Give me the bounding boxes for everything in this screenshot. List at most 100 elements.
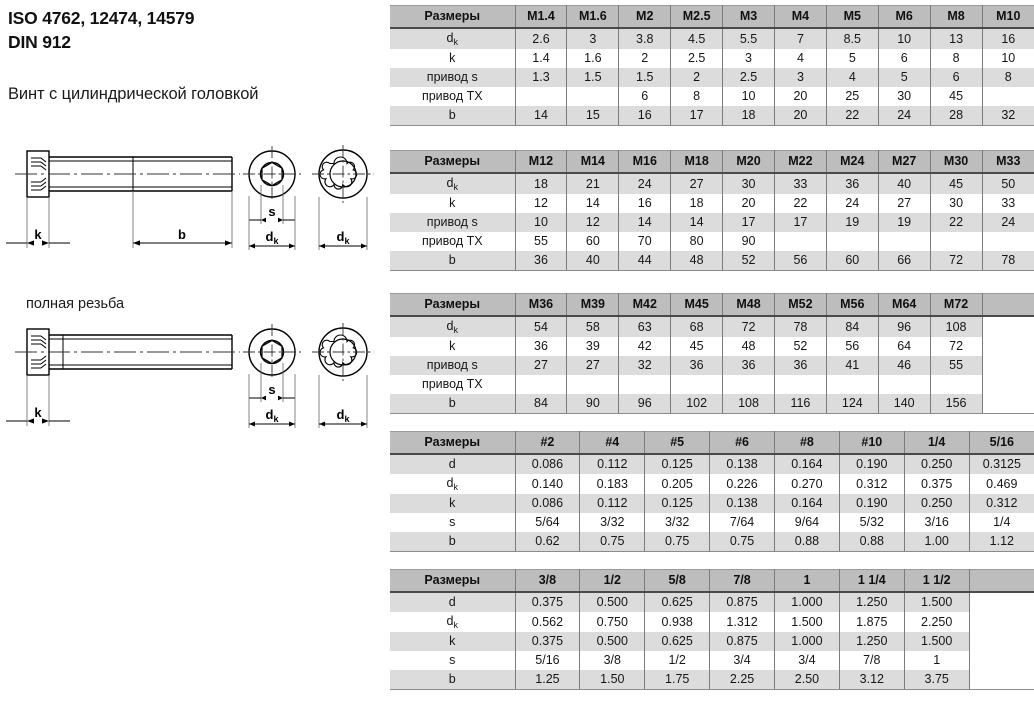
- column-header-m72: M72: [929, 293, 983, 317]
- table-row: b 84 90 96 102 108 116 124 140 156: [390, 394, 1034, 414]
- table-cell: 0.375: [514, 632, 581, 651]
- table-cell: 1.000: [774, 632, 840, 651]
- table-cell: [566, 375, 620, 394]
- table-cell: 2.250: [903, 612, 970, 632]
- table-row: b 1.25 1.50 1.75 2.25 2.50 3.12 3.75: [390, 670, 1034, 690]
- row-label: k: [390, 49, 516, 68]
- table-row: привод TX: [390, 375, 1034, 394]
- column-header--10: #10: [838, 431, 905, 455]
- row-label: привод s: [390, 68, 516, 87]
- row-label: dk: [390, 316, 516, 337]
- table-cell: 3: [566, 28, 620, 49]
- table-cell: [877, 232, 931, 251]
- table-cell: 0.140: [514, 474, 581, 494]
- table-cell: 36: [514, 251, 568, 271]
- column-header-m18: M18: [670, 150, 724, 174]
- table-cell: [773, 232, 827, 251]
- table-cell: 17: [773, 213, 827, 232]
- table-cell: 10: [514, 213, 568, 232]
- table-cell: 1.500: [903, 632, 970, 651]
- table-cell: 27: [670, 173, 724, 194]
- table-cell: 6: [929, 68, 983, 87]
- table-cell: [929, 375, 983, 394]
- table-cell: 45: [929, 173, 983, 194]
- column-header-m64: M64: [877, 293, 931, 317]
- column-header-m8: M8: [929, 5, 983, 29]
- table-cell: 84: [825, 316, 879, 337]
- table-header-row: Размеры 3/8 1/2 5/8 7/8 1 1 1/4 1 1/2: [390, 569, 1034, 593]
- table-cell: 0.138: [709, 494, 775, 513]
- table-cell: 0.375: [903, 474, 970, 494]
- column-header-m45: M45: [670, 293, 724, 317]
- table-row: s 5/16 3/8 1/2 3/4 3/4 7/8 1: [390, 651, 1034, 670]
- table-cell: 4: [825, 68, 879, 87]
- table-cell-blank: [982, 316, 1034, 337]
- row-label: dk: [390, 474, 516, 494]
- table-cell: 60: [566, 232, 620, 251]
- table-cell: 19: [877, 213, 931, 232]
- table-cell: 90: [566, 394, 620, 414]
- table-cell: 4: [773, 49, 827, 68]
- table-cell: 5: [825, 49, 879, 68]
- table-cell-blank: [969, 612, 1034, 632]
- table-cell: 36: [825, 173, 879, 194]
- dim-label-s: s: [268, 204, 275, 219]
- table-cell: 17: [670, 106, 724, 126]
- table-cell: 90: [722, 232, 775, 251]
- table-cell: 72: [722, 316, 775, 337]
- table-cell: 8: [929, 49, 983, 68]
- table-cell: 78: [981, 251, 1034, 271]
- row-label: dk: [390, 28, 516, 49]
- column-header-m24: M24: [825, 150, 879, 174]
- row-label: s: [390, 513, 516, 532]
- table-row: d 0.086 0.112 0.125 0.138 0.164 0.190 0.250 0.31…: [390, 454, 1034, 474]
- table-cell: 3: [773, 68, 827, 87]
- table-cell: 124: [825, 394, 879, 414]
- table-cell: 36: [670, 356, 724, 375]
- table-cell: [825, 232, 879, 251]
- table-cell: 63: [618, 316, 672, 337]
- table-cell: 0.164: [774, 494, 840, 513]
- table-cell-blank: [982, 356, 1034, 375]
- column-header-m22: M22: [773, 150, 827, 174]
- table-row: k 12 14 16 18 20 22 24 27 30 33: [390, 194, 1034, 213]
- spec-table-metric-large: Размеры M36 M39 M42 M45 M48 M52 M56 M64 M72 dk 54 58…: [390, 293, 1034, 414]
- table-cell: 39: [566, 337, 620, 356]
- full-thread-label: полная резьба: [26, 296, 125, 312]
- table-cell: 45: [670, 337, 724, 356]
- table-cell: 0.75: [644, 532, 711, 552]
- table-cell: 32: [618, 356, 672, 375]
- column-header--2: #2: [514, 431, 581, 455]
- table-cell: 1.50: [579, 670, 646, 690]
- table-cell: 1.00: [903, 532, 970, 552]
- table-cell: 0.125: [644, 454, 711, 474]
- dim-label-dk-2: dk: [337, 229, 351, 246]
- table-cell: 27: [566, 356, 620, 375]
- table-cell: 140: [877, 394, 931, 414]
- table-cell: 1.500: [903, 592, 970, 612]
- table-cell: 5/64: [514, 513, 581, 532]
- table-cell: 5/16: [514, 651, 581, 670]
- spec-table-imperial-small: Размеры #2 #4 #5 #6 #8 #10 1/4 5/16 d 0.086 0.112 0.…: [390, 431, 1034, 552]
- table-cell: 12: [514, 194, 568, 213]
- column-header-m1-6: M1.6: [566, 5, 620, 29]
- column-header-1-2: 1/2: [579, 569, 646, 593]
- table-cell: 56: [825, 337, 879, 356]
- dim-label-k: k: [34, 227, 42, 242]
- table-cell-blank: [982, 394, 1034, 414]
- table-cell: 3/16: [903, 513, 970, 532]
- column-header-5-16: 5/16: [968, 431, 1034, 455]
- drawing-panel: ISO 4762, 12474, 14579 DIN 912 Винт с ци…: [0, 0, 386, 703]
- column-header-m42: M42: [618, 293, 672, 317]
- column-header-m30: M30: [929, 150, 983, 174]
- table-cell: 7/8: [838, 651, 905, 670]
- table-cell: 48: [670, 251, 724, 271]
- table-cell: 96: [877, 316, 931, 337]
- table-cell: 20: [773, 87, 827, 106]
- table-cell: 72: [929, 337, 983, 356]
- row-label: b: [390, 251, 516, 271]
- column-header-sizes: Размеры: [390, 5, 516, 29]
- table-cell-blank: [982, 337, 1034, 356]
- column-header-sizes: Размеры: [390, 150, 516, 174]
- table-cell: 32: [981, 106, 1034, 126]
